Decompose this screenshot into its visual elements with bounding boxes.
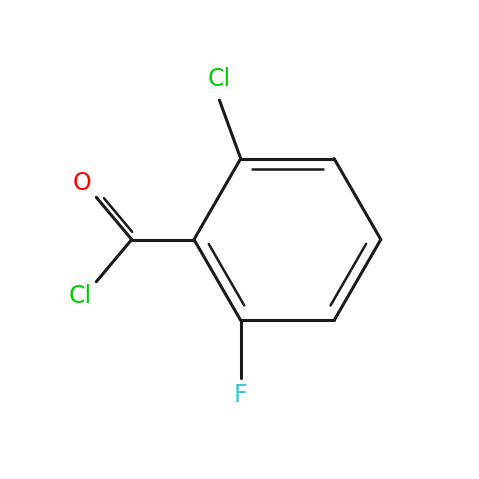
- Text: O: O: [73, 171, 91, 195]
- Text: F: F: [234, 383, 248, 407]
- Text: Cl: Cl: [208, 67, 231, 91]
- Text: Cl: Cl: [68, 284, 91, 308]
